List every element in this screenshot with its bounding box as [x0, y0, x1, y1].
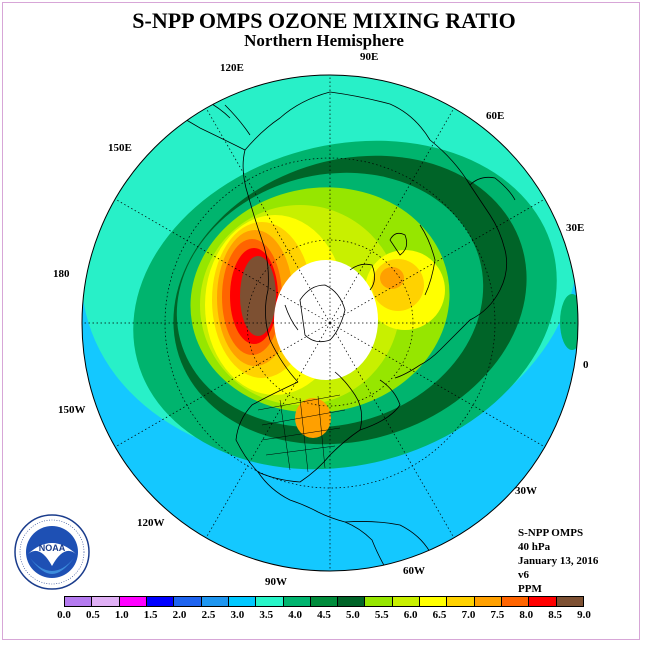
- polar-night-region: [274, 260, 378, 380]
- colorbar-swatch: [310, 597, 339, 606]
- colorbar-tick-label: 0.0: [57, 609, 71, 621]
- colorbar-swatch: [146, 597, 175, 606]
- colorbar-swatch: [228, 597, 257, 606]
- product-info: S-NPP OMPS 40 hPa January 13, 2016 v6 PP…: [518, 526, 598, 596]
- colorbar-swatch: [65, 597, 93, 606]
- lon-label-150w: 150W: [58, 404, 86, 416]
- colorbar-tick-label: 9.0: [577, 609, 591, 621]
- colorbar-tick-label: 0.5: [86, 609, 100, 621]
- map-title: S-NPP OMPS OZONE MIXING RATIO: [132, 8, 516, 33]
- colorbar-tick-label: 7.0: [461, 609, 476, 621]
- band-brown: [240, 256, 276, 336]
- lon-label-150e: 150E: [108, 142, 132, 154]
- info-units: PPM: [518, 583, 542, 595]
- map-boundary: [81, 74, 579, 572]
- colorbar-tick-label: 4.0: [288, 609, 302, 621]
- colorbar: [64, 596, 584, 607]
- info-date: January 13, 2016: [518, 555, 599, 567]
- colorbar-tick-label: 1.0: [114, 609, 129, 621]
- colorbar-tick-label: 3.0: [230, 609, 245, 621]
- colorbar-tick-label: 8.0: [519, 609, 534, 621]
- colorbar-tick-label: 5.5: [374, 609, 389, 621]
- colorbar-tick-label: 7.5: [490, 609, 505, 621]
- band-orange-east: [380, 267, 404, 289]
- colorbar-tick-label: 1.5: [143, 609, 158, 621]
- lon-label-180: 180: [53, 268, 70, 280]
- lon-label-90e: 90E: [360, 51, 379, 63]
- colorbar-swatch: [392, 597, 421, 606]
- figure-frame: [2, 2, 640, 640]
- colorbar-swatch: [201, 597, 229, 606]
- colorbar-swatch: [338, 597, 366, 606]
- colorbar-swatch: [283, 597, 311, 606]
- country-borders: [257, 394, 346, 473]
- colorbar-swatch: [119, 597, 147, 606]
- colorbar-swatch: [92, 597, 120, 606]
- colorbar-tick-label: 5.0: [346, 609, 360, 621]
- colorbar-tick-label: 8.5: [548, 609, 562, 621]
- info-version: v6: [518, 569, 529, 581]
- lon-label-120e: 120E: [220, 62, 244, 74]
- lon-label-30e: 30E: [566, 222, 585, 234]
- colorbar-swatch: [174, 597, 202, 606]
- colorbar-tick-label: 2.0: [172, 609, 187, 621]
- band-green-east: [560, 294, 578, 350]
- noaa-logo-text: NOAA: [39, 543, 66, 553]
- colorbar-tick-label: 3.5: [259, 609, 274, 621]
- noaa-logo: NOAA: [14, 514, 90, 590]
- info-pressure: 40 hPa: [518, 541, 551, 553]
- lon-label-120w: 120W: [137, 517, 165, 529]
- colorbar-swatch: [474, 597, 502, 606]
- lon-label-90w: 90W: [265, 576, 287, 588]
- lon-label-60w: 60W: [403, 565, 425, 577]
- colorbar-ticks: 0.0 0.5 1.0 1.5 2.0 2.5 3.0 3.5 4.0 4.5 5.0 5.5 6.0 6…: [57, 609, 591, 623]
- colorbar-tick-label: 4.5: [317, 609, 331, 621]
- map-subtitle: Northern Hemisphere: [244, 31, 404, 50]
- colorbar-swatch: [447, 597, 475, 606]
- colorbar-swatch: [256, 597, 284, 606]
- colorbar-tick-label: 6.0: [403, 609, 418, 621]
- lon-label-30w: 30W: [515, 485, 537, 497]
- colorbar-swatch: [556, 597, 583, 606]
- colorbar-swatch: [502, 597, 530, 606]
- graticule: [82, 75, 578, 571]
- lon-label-0: 0: [583, 359, 589, 371]
- info-instrument: S-NPP OMPS: [518, 527, 584, 539]
- colorbar-swatch: [365, 597, 393, 606]
- band-orange-us: [295, 398, 331, 438]
- colorbar-tick-label: 6.5: [432, 609, 447, 621]
- colorbar-tick-label: 2.5: [201, 609, 216, 621]
- lon-label-60e: 60E: [486, 110, 505, 122]
- colorbar-swatch: [420, 597, 448, 606]
- colorbar-swatch: [529, 597, 557, 606]
